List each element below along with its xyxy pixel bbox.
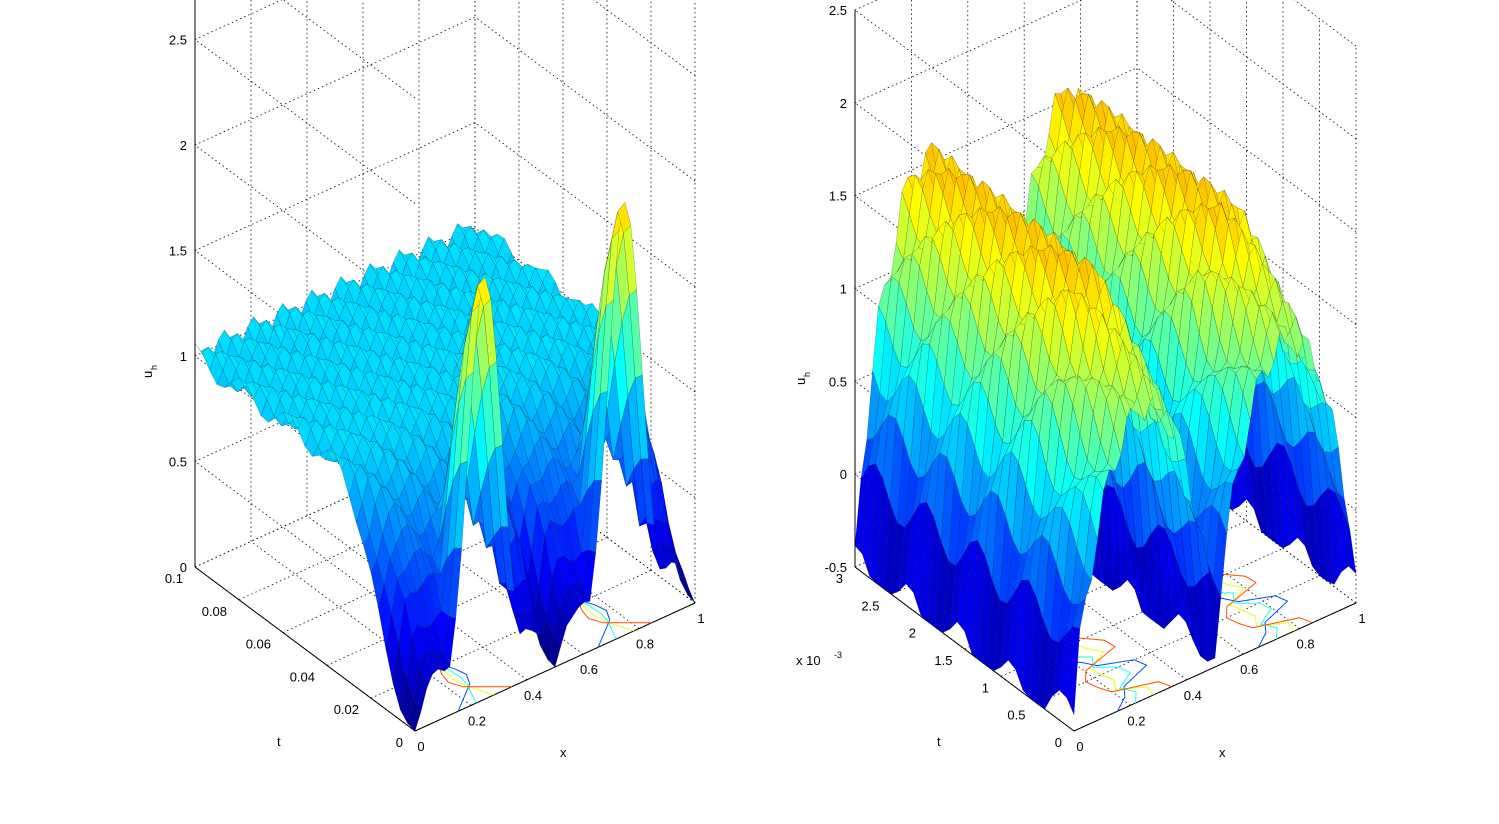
right-panel-t-tick-label: 0 [1055,735,1062,750]
right-panel-t-tick-label: 1.5 [934,653,952,668]
left-panel-x-tick-label: 0.6 [580,662,598,677]
right-panel-t-tick-label: 2 [909,626,916,641]
left-panel-t-tick-label: 0.1 [165,571,183,586]
left-panel-x-tick-label: 0.8 [636,637,654,652]
left-panel-t-tick-label: 0.02 [334,702,359,717]
right-panel-grid-z-left [854,9,1075,175]
right-panel-x-tick-label: 0.8 [1297,637,1315,652]
right-panel-x-tick-label: 1 [1358,611,1365,626]
left-panel-contour-line [439,664,477,704]
right-panel-x-tick-label: 0.6 [1240,662,1258,677]
left-x-axis-label: x [560,745,567,760]
left-panel-grid-t-floor [370,569,652,699]
left-panel-x-tick-label: 1 [697,611,704,626]
right-panel-t-tick-label: 2.5 [861,598,879,613]
left-t-axis-label: t [277,734,281,749]
right-t-exponent: x 10 -3 [796,650,842,668]
left-panel-x-tick-label: 0.4 [524,688,542,703]
right-panel-t-tick-label: 0.5 [1007,708,1025,723]
left-z-axis-label: u h [140,365,159,378]
right-panel-grid-z-back [854,0,1083,104]
left-panel-contour-line [578,600,635,632]
left-panel-grid-z-side [593,0,696,76]
left-panel-contour-line [579,600,617,640]
right-panel-surface-patch [1342,510,1357,575]
left-panel-t-axis [194,566,416,732]
left-panel-z-tick-label: 1.5 [169,244,187,259]
left-panel-contours [437,599,652,712]
left-surface-plot: 00.20.40.60.8100.020.040.060.080.100.511… [165,0,705,754]
right-panel-z-tick-label: -0.5 [825,560,847,575]
right-panel-z-tick-label: 1.5 [829,189,847,204]
right-panel-grid-x-floor [911,541,1131,706]
left-panel-z-tick-label: 1 [180,349,187,364]
right-panel-x-axis [1073,602,1357,732]
left-panel-grid-z-left [282,0,416,99]
left-panel-t-tick-label: 0.08 [202,604,227,619]
right-panel-grid-z-side [1293,0,1357,47]
left-panel-contour-line [580,599,611,648]
right-panel-z-tick-label: 1 [840,282,847,297]
right-t-exponent-base: x 10 [796,653,821,668]
right-panel-grid-z-side [1136,67,1357,233]
right-panel-z-tick-label: 2 [840,96,847,111]
right-panel-grid-z-back [854,0,878,11]
right-panel-surface [854,87,1357,715]
left-panel-grid-z-side [474,122,696,287]
left-panel-z-tick-label: 0.5 [169,455,187,470]
left-panel-grid-x-floor [306,515,528,681]
left-panel-z-tick-label: 0 [180,560,187,575]
right-surface-plot: 0 0.2 0.4 0.6 0.8 1 0 0.5 1 1.5 2 2.5 3-0.5 0 0.5 1 1.5 2… [825,0,1366,754]
left-panel-grid-x-floor [418,464,640,629]
right-panel-ticks: 0 0.2 0.4 0.6 0.8 1 0 0.5 1 1.5 2 2.5 3-0.5 0 0.5 1 1.5 2… [825,3,1366,754]
left-panel-contour-line [440,663,471,712]
right-z-axis-label: u h [793,372,812,385]
left-panel-grid-z-side [474,227,696,393]
left-panel-z-tick-label: 2 [180,138,187,153]
right-panel-z-tick-label: 0 [840,467,847,482]
right-panel-grid-x-floor [967,515,1188,681]
right-panel-grid-z-side [1136,160,1357,325]
left-panel-x-tick-label: 0.2 [468,713,486,728]
right-x-axis-label: x [1219,745,1226,760]
left-panel-t-tick-label: 0 [396,735,403,750]
left-panel-t-tick-label: 0.04 [290,669,315,684]
left-panel-contour-line [438,664,495,696]
right-panel-z-tick-label: 0.5 [829,374,847,389]
left-panel-grid-z-side [474,16,696,182]
left-panel-surface-patch [681,574,696,604]
left-panel-grid-z-left [194,39,416,204]
left-panel-z-tick-label: 2.5 [169,33,187,48]
right-t-exponent-power: -3 [834,650,842,660]
right-panel-z-tick-label: 2.5 [829,3,847,18]
left-panel-contour-line [437,665,512,688]
left-panel-grid-z-back [194,16,476,146]
left-panel-grid-z-back [194,0,283,40]
left-panel-ticks: 00.20.40.60.8100.020.040.060.080.100.511… [165,33,705,755]
left-z-axis-label-main: u [140,371,155,378]
right-panel-x-tick-label: 0.4 [1184,688,1202,703]
right-panel-t-tick-label: 3 [836,571,843,586]
left-z-axis-label-sub: h [149,365,159,370]
right-t-axis-label: t [937,734,941,749]
right-panel-t-tick-label: 1 [982,680,989,695]
right-z-axis-label-sub: h [802,372,812,377]
left-panel-grid-x-floor [474,438,696,604]
left-panel-contour-line [577,601,652,624]
left-panel-grid-x-floor [250,541,472,706]
right-panel-x-tick-label: 0 [1076,739,1083,754]
left-panel-x-tick-label: 0 [417,739,424,754]
right-panel-x-tick-label: 0.2 [1127,713,1145,728]
left-panel-surface [194,202,696,732]
right-z-axis-label-main: u [793,378,808,385]
left-panel-grid-z-back [194,122,476,251]
left-panel-t-tick-label: 0.06 [246,637,271,652]
